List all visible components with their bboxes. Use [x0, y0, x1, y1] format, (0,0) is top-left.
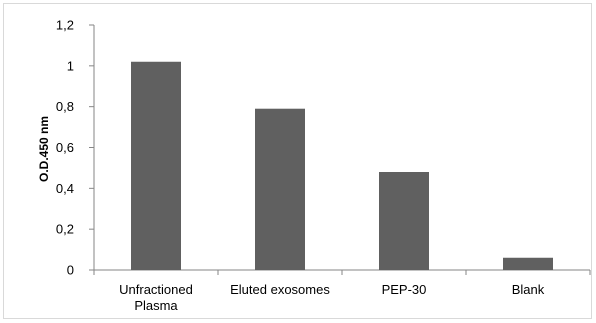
- x-category-labels: Unfractioned Plasma Eluted exosomes PEP-30 B…: [119, 282, 545, 313]
- x-category-label: PEP-30: [382, 282, 427, 297]
- y-tick-label: 1: [67, 58, 74, 73]
- x-category-label-line: Unfractioned: [119, 282, 193, 297]
- y-tick-label: 0,6: [56, 140, 74, 155]
- bar: [503, 257, 553, 270]
- y-axis-label: O.D.450 nm: [37, 116, 51, 182]
- y-tick-label: 1,2: [56, 18, 74, 33]
- x-category-label: Blank: [512, 282, 545, 297]
- x-category-label-line: Plasma: [134, 298, 178, 313]
- bar: [131, 61, 181, 270]
- x-category-label: Eluted exosomes: [230, 282, 330, 297]
- x-category-label: Unfractioned Plasma: [119, 282, 193, 313]
- y-tick-labels: 0 0,2 0,4 0,6 0,8 1 1,2: [56, 18, 74, 278]
- bar: [379, 172, 429, 270]
- bars: [131, 61, 553, 270]
- y-tick-label: 0,4: [56, 181, 74, 196]
- x-category-label-line: Eluted exosomes: [230, 282, 330, 297]
- y-tick-label: 0: [67, 263, 74, 278]
- x-category-label-line: Blank: [512, 282, 545, 297]
- bar: [255, 108, 305, 270]
- y-tick-label: 0,2: [56, 222, 74, 237]
- y-tick-label: 0,8: [56, 99, 74, 114]
- x-category-label-line: PEP-30: [382, 282, 427, 297]
